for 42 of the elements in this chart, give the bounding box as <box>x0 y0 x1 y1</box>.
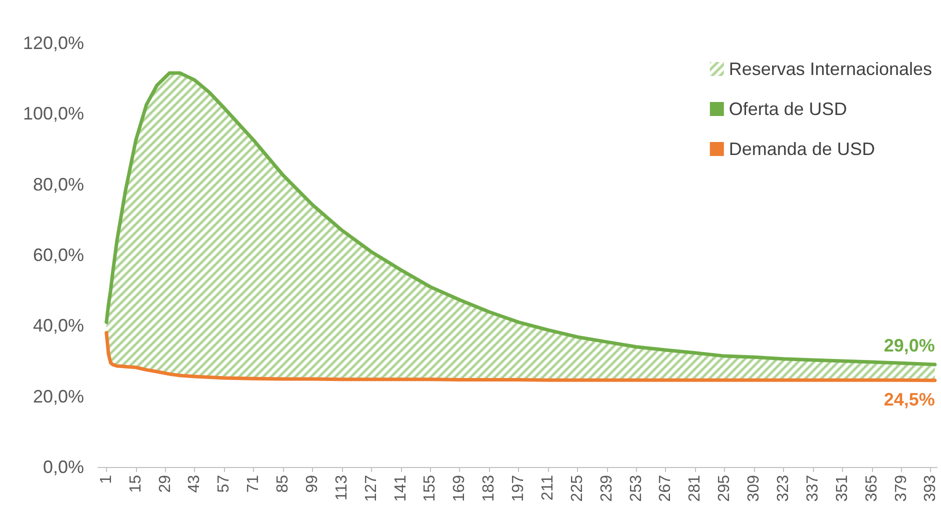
x-tick-label: 29 <box>156 474 174 493</box>
x-tick-label: 337 <box>804 474 822 502</box>
x-tick-label: 1 <box>98 474 115 484</box>
x-tick-label: 253 <box>628 474 645 502</box>
x-tick-label: 141 <box>392 474 410 502</box>
y-tick-label: 20,0% <box>32 386 84 406</box>
x-tick-label: 281 <box>686 474 704 502</box>
x-tick-label: 365 <box>863 474 880 502</box>
y-tick-label: 40,0% <box>32 316 84 336</box>
y-tick-label: 80,0% <box>32 174 84 194</box>
x-tick-label: 169 <box>451 474 468 502</box>
data-label: 24,5% <box>884 389 935 410</box>
x-tick-label: 379 <box>892 474 910 502</box>
x-tick-label: 393 <box>922 474 940 502</box>
legend-label: Demanda de USD <box>728 139 875 159</box>
legend-label: Oferta de USD <box>728 99 847 119</box>
x-tick-label: 43 <box>186 474 204 493</box>
x-tick-label: 85 <box>274 474 292 493</box>
x-tick-label: 71 <box>245 474 262 493</box>
y-tick-label: 60,0% <box>32 245 84 265</box>
x-tick-label: 113 <box>333 474 350 501</box>
data-label: 29,0% <box>884 336 935 356</box>
y-tick-label: 100,0% <box>22 104 84 124</box>
x-tick-label: 197 <box>510 474 528 502</box>
x-tick-label: 225 <box>568 474 586 502</box>
y-tick-label: 0,0% <box>42 457 84 477</box>
x-tick-label: 309 <box>746 474 763 502</box>
legend-label: Reservas Internacionales <box>728 59 932 79</box>
x-tick-label: 57 <box>216 474 233 493</box>
x-tick-label: 351 <box>834 474 851 502</box>
line-series <box>104 330 937 382</box>
x-tick-label: 211 <box>539 474 556 501</box>
x-tick-label: 267 <box>657 474 674 502</box>
x-tick-label: 239 <box>598 474 616 502</box>
x-tick-label: 99 <box>304 474 321 493</box>
x-tick-label: 295 <box>716 474 734 502</box>
x-tick-label: 183 <box>480 474 498 502</box>
x-tick-label: 155 <box>422 474 439 502</box>
x-tick-label: 15 <box>127 474 144 493</box>
y-tick-label: 120,0% <box>22 33 84 53</box>
x-tick-label: 127 <box>362 474 380 502</box>
x-tick-label: 323 <box>775 474 792 502</box>
